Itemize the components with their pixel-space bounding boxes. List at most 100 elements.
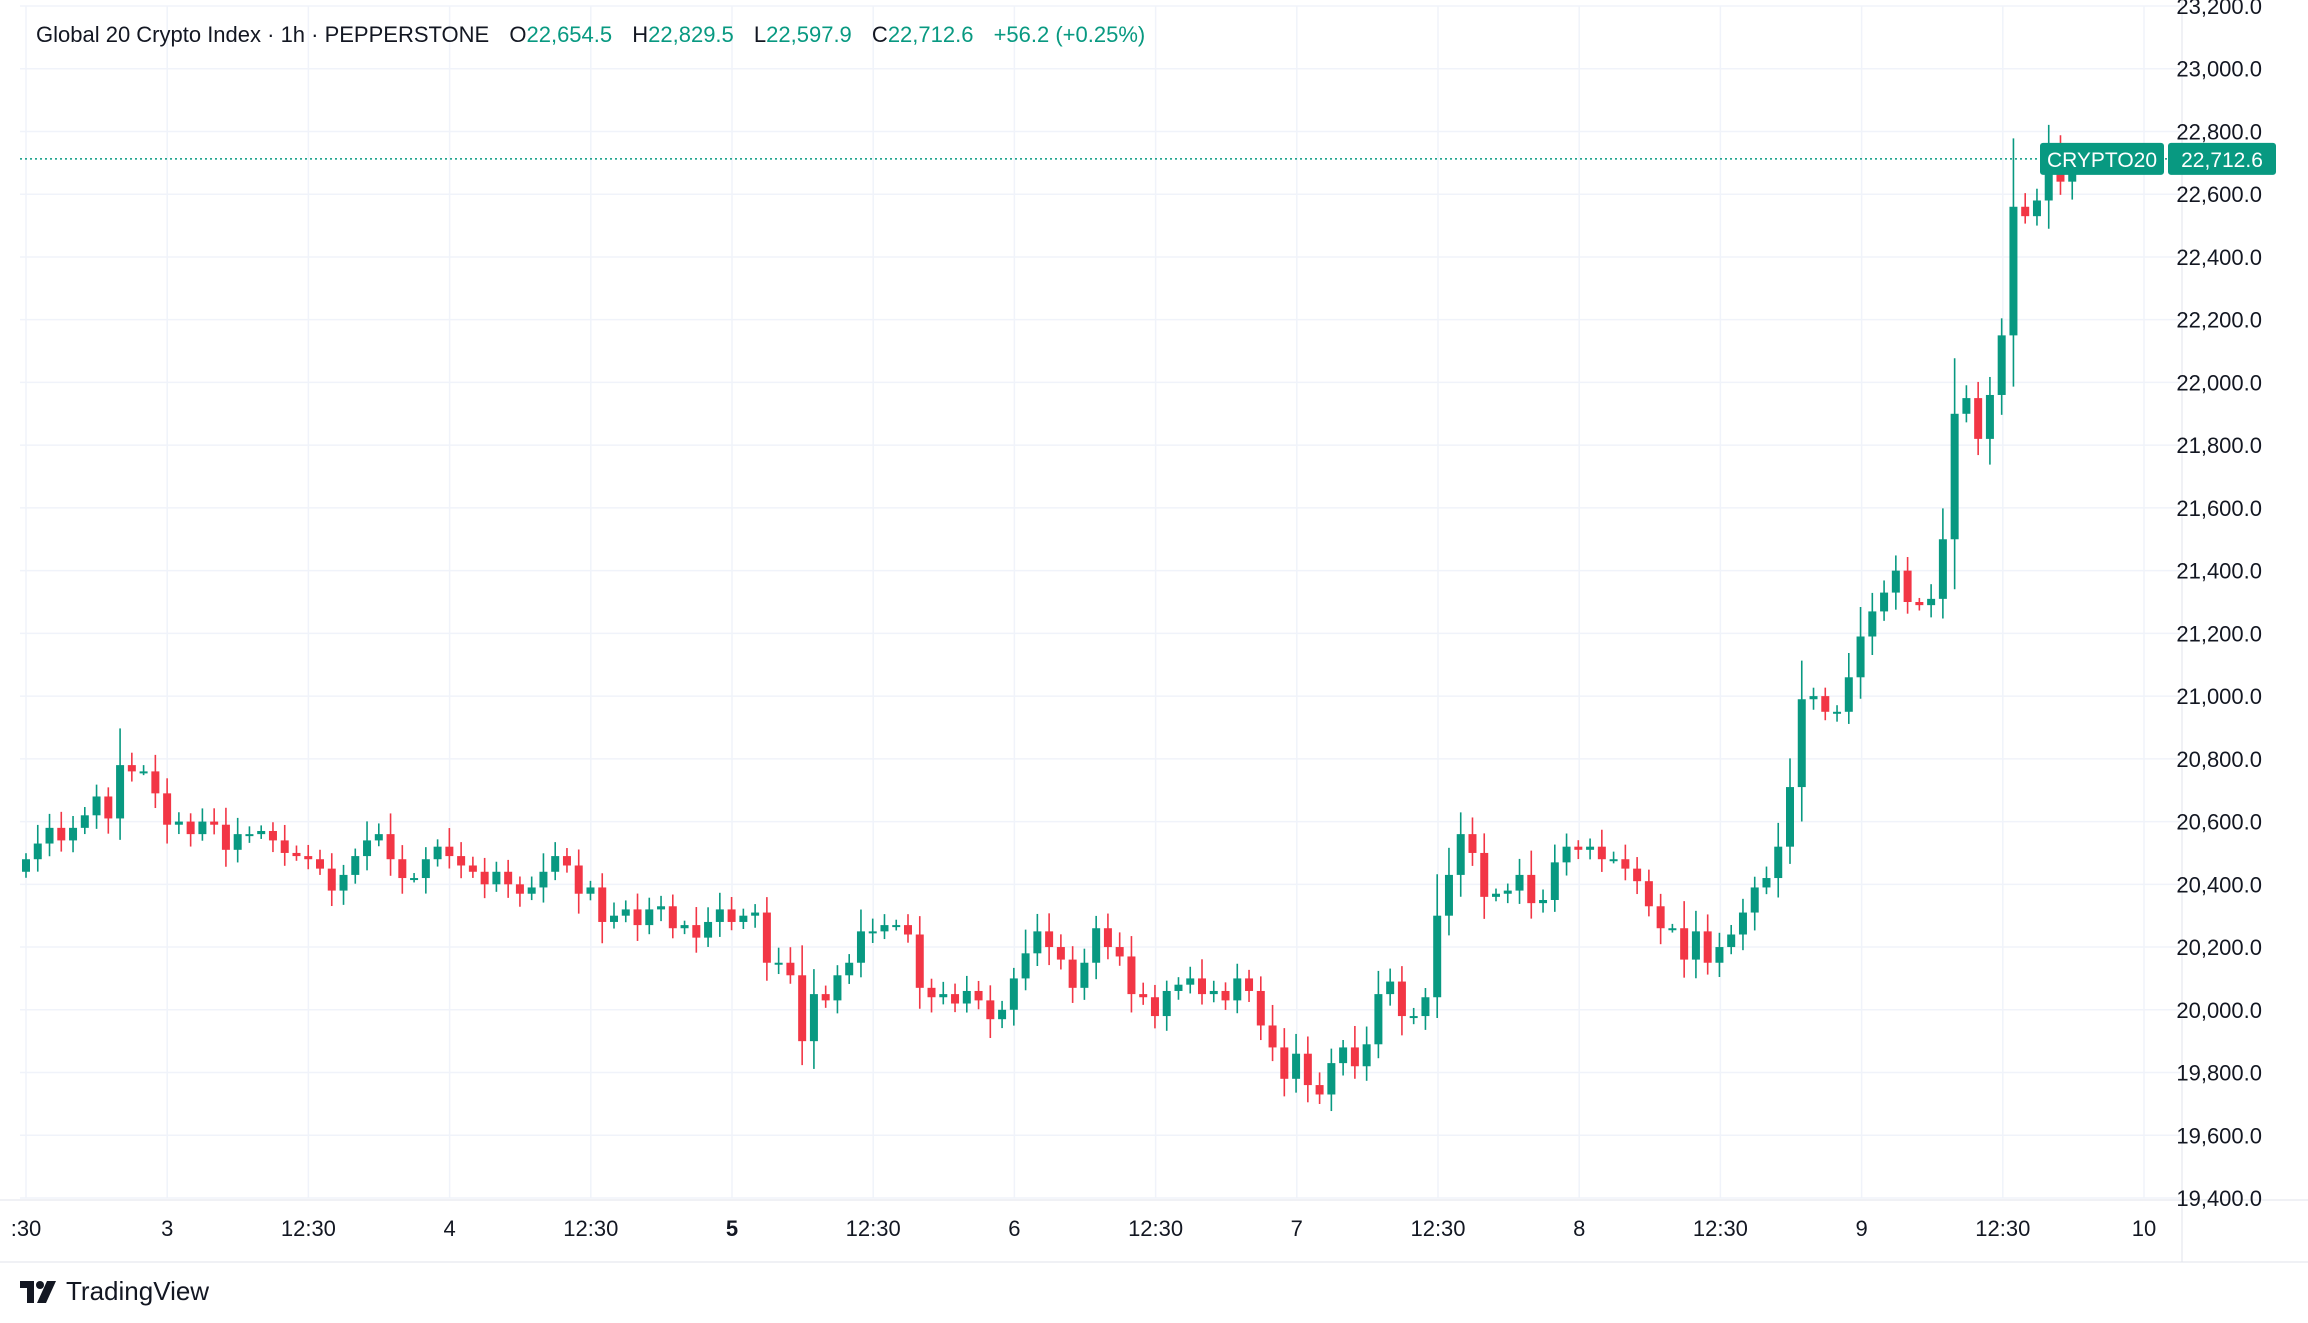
candle[interactable] (339, 864, 348, 905)
candle-body[interactable] (1515, 874, 1524, 891)
candle[interactable] (1092, 915, 1101, 980)
candle-body[interactable] (1209, 990, 1218, 995)
candle[interactable] (880, 914, 889, 940)
candle-body[interactable] (539, 871, 548, 888)
candle[interactable] (316, 849, 324, 875)
candle-body[interactable] (468, 865, 477, 872)
candle[interactable] (1045, 913, 1054, 966)
candle[interactable] (1680, 901, 1689, 978)
candle-body[interactable] (1891, 570, 1900, 593)
candle[interactable] (962, 975, 971, 1013)
candle-body[interactable] (2021, 206, 2030, 217)
candle-body[interactable] (657, 906, 666, 910)
candle-body[interactable] (1880, 592, 1889, 612)
candle[interactable] (80, 807, 89, 835)
candle[interactable] (186, 813, 195, 847)
candle[interactable] (57, 811, 66, 852)
candle-body[interactable] (962, 990, 971, 1004)
candle-body[interactable] (280, 840, 289, 853)
candle[interactable] (1292, 1033, 1301, 1093)
candle-body[interactable] (715, 909, 724, 922)
candle[interactable] (445, 828, 454, 869)
candle[interactable] (951, 983, 960, 1013)
candle[interactable] (1997, 318, 2006, 415)
candle-body[interactable] (668, 906, 677, 929)
candle-body[interactable] (198, 821, 207, 835)
candle-body[interactable] (1245, 978, 1254, 991)
candle-body[interactable] (480, 871, 489, 885)
candle-body[interactable] (1809, 696, 1818, 700)
candle[interactable] (1456, 812, 1465, 897)
candle-body[interactable] (515, 884, 524, 894)
candle-body[interactable] (386, 834, 395, 860)
candle-body[interactable] (374, 834, 383, 841)
candle-body[interactable] (1444, 874, 1453, 916)
candle-body[interactable] (1750, 887, 1759, 913)
candle-body[interactable] (210, 821, 219, 825)
candle[interactable] (351, 848, 360, 884)
candle-body[interactable] (127, 765, 136, 772)
candle[interactable] (562, 848, 571, 873)
candle[interactable] (1303, 1036, 1312, 1103)
candle[interactable] (1397, 966, 1406, 1036)
candle[interactable] (833, 965, 842, 1014)
candle-body[interactable] (974, 990, 983, 1001)
candle[interactable] (1974, 381, 1983, 456)
candle-body[interactable] (1797, 699, 1806, 788)
candle-body[interactable] (1303, 1053, 1312, 1086)
candle[interactable] (1727, 924, 1736, 955)
candle[interactable] (1656, 893, 1665, 945)
candle[interactable] (1339, 1039, 1348, 1076)
candle-body[interactable] (1927, 598, 1936, 606)
candle-body[interactable] (1150, 997, 1159, 1017)
candle-body[interactable] (1997, 335, 2006, 395)
candle-body[interactable] (1644, 881, 1653, 907)
candle-body[interactable] (1727, 934, 1736, 948)
candle-body[interactable] (163, 793, 172, 825)
candle-body[interactable] (69, 827, 78, 841)
candle-body[interactable] (1421, 997, 1430, 1017)
candle-body[interactable] (1974, 398, 1983, 439)
candle-body[interactable] (645, 909, 654, 926)
candle[interactable] (668, 894, 677, 939)
candle[interactable] (139, 765, 148, 776)
candle[interactable] (127, 752, 136, 782)
candle[interactable] (1880, 580, 1889, 621)
candles[interactable] (22, 124, 2077, 1112)
candle-body[interactable] (1221, 990, 1230, 1001)
candle[interactable] (504, 859, 513, 898)
candle[interactable] (998, 1000, 1007, 1029)
candle[interactable] (1256, 976, 1265, 1041)
candle-body[interactable] (1656, 906, 1665, 929)
candle[interactable] (1950, 358, 1959, 590)
candle[interactable] (809, 969, 818, 1069)
candle[interactable] (151, 754, 160, 809)
candle-body[interactable] (1021, 953, 1030, 979)
candle[interactable] (715, 892, 724, 937)
candle-body[interactable] (927, 987, 936, 998)
candle[interactable] (92, 784, 101, 829)
candle[interactable] (1903, 557, 1912, 614)
candle[interactable] (1103, 913, 1112, 960)
candle[interactable] (1668, 923, 1677, 933)
candle-body[interactable] (2044, 150, 2053, 201)
candle[interactable] (1433, 874, 1442, 1018)
candle[interactable] (198, 808, 207, 841)
candle-body[interactable] (327, 868, 336, 891)
candle-body[interactable] (1397, 981, 1406, 1017)
candle-body[interactable] (2032, 200, 2041, 217)
candle[interactable] (2021, 193, 2030, 224)
candle-body[interactable] (45, 827, 54, 844)
candle-body[interactable] (692, 925, 701, 938)
candle[interactable] (1127, 936, 1136, 1013)
candle-body[interactable] (1280, 1047, 1289, 1079)
candle-body[interactable] (809, 994, 818, 1042)
candle[interactable] (398, 845, 407, 894)
candle[interactable] (1209, 980, 1218, 1003)
candle[interactable] (915, 916, 924, 1009)
candle[interactable] (22, 853, 30, 878)
candle-body[interactable] (257, 830, 266, 835)
candle-body[interactable] (316, 859, 324, 869)
candle-body[interactable] (621, 909, 630, 916)
candle[interactable] (739, 908, 748, 929)
